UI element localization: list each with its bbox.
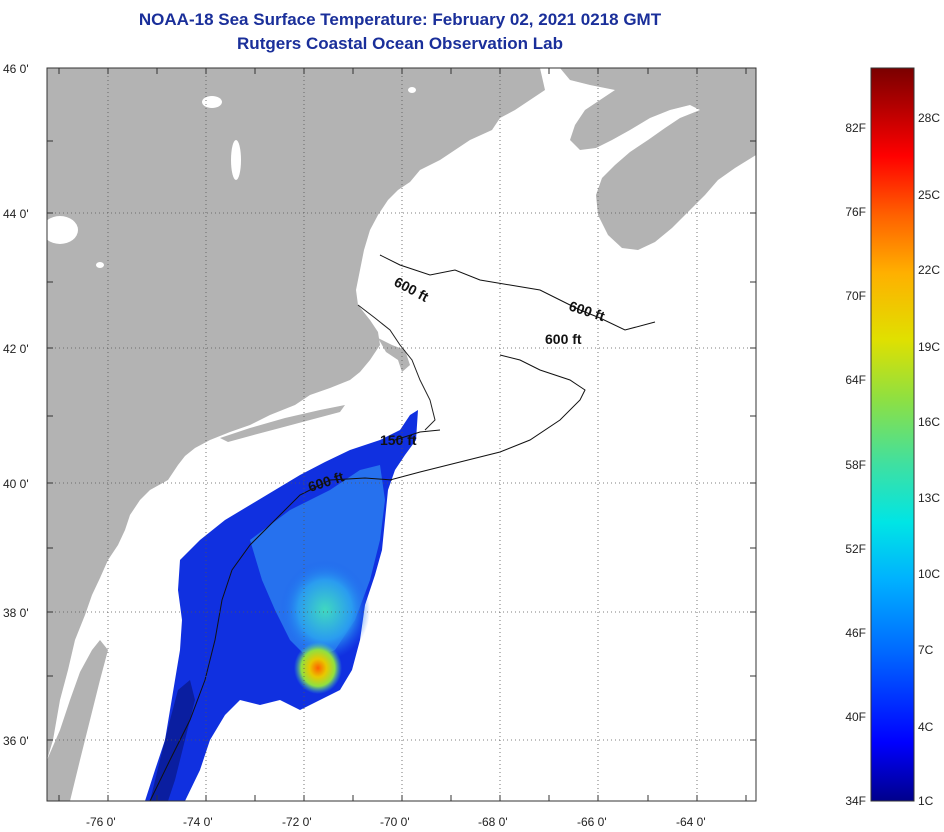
lake <box>408 87 416 93</box>
colorbar-label-f: 70F <box>845 289 866 303</box>
lon-label: -76 0' <box>86 815 116 829</box>
colorbar-label-f: 40F <box>845 710 866 724</box>
title-line-2: Rutgers Coastal Ocean Observation Lab <box>237 34 563 53</box>
lon-label: -64 0' <box>676 815 706 829</box>
axis-ticks <box>47 68 756 801</box>
colorbar-label-c: 13C <box>918 491 940 505</box>
colorbar-label-c: 10C <box>918 567 940 581</box>
colorbar-label-f: 52F <box>845 542 866 556</box>
colorbar-label-f: 82F <box>845 121 866 135</box>
land-long-island <box>220 405 345 442</box>
colorbar: 82F 76F 70F 64F 58F 52F 46F 40F 34F 28C 25C 22C 19C 1… <box>845 67 940 808</box>
colorbar-label-f: 46F <box>845 626 866 640</box>
lat-label: 40 0' <box>3 477 29 491</box>
colorbar-gradient <box>870 67 915 802</box>
lakes <box>42 87 416 268</box>
colorbar-label-c: 28C <box>918 111 940 125</box>
colorbar-label-c: 25C <box>918 188 940 202</box>
lon-label: -72 0' <box>282 815 312 829</box>
land-mainland <box>47 68 545 760</box>
lat-label: 46 0' <box>3 62 29 76</box>
coastline <box>357 304 436 431</box>
contour-600ft-shelf <box>389 354 586 481</box>
land-delmarva <box>47 640 108 801</box>
depth-contours <box>149 254 656 802</box>
lake <box>42 216 78 244</box>
colorbar-label-f: 58F <box>845 458 866 472</box>
contour-label: 150 ft <box>380 432 417 448</box>
land-cape-breton <box>720 95 756 140</box>
lon-label: -66 0' <box>577 815 607 829</box>
land-masses <box>47 68 756 801</box>
colorbar-label-c: 19C <box>918 340 940 354</box>
colorbar-label-c: 1C <box>918 794 934 808</box>
colorbar-label-c: 4C <box>918 720 934 734</box>
colorbar-label-f: 34F <box>845 794 866 808</box>
lon-label: -68 0' <box>478 815 508 829</box>
lon-label: -74 0' <box>183 815 213 829</box>
sst-warm-spot <box>294 642 342 694</box>
colorbar-label-f: 64F <box>845 373 866 387</box>
lon-label: -70 0' <box>380 815 410 829</box>
lat-label: 36 0' <box>3 734 29 748</box>
lake <box>96 262 104 268</box>
colorbar-label-c: 22C <box>918 263 940 277</box>
lat-label: 42 0' <box>3 342 29 356</box>
title-line-1: NOAA-18 Sea Surface Temperature: Februar… <box>138 10 662 29</box>
contour-600ft-gulf <box>379 254 656 331</box>
colorbar-label-f: 76F <box>845 205 866 219</box>
lat-label: 44 0' <box>3 207 29 221</box>
colorbar-label-c: 7C <box>918 643 934 657</box>
sst-cyan-region <box>280 560 370 660</box>
contour-600ft-slope <box>149 477 393 802</box>
colorbar-label-c: 16C <box>918 415 940 429</box>
contour-label: 600 ft <box>545 331 582 347</box>
coastline-overlay <box>357 304 436 431</box>
lake <box>231 140 241 180</box>
sst-coastal-strip <box>150 680 195 801</box>
contour-150ft <box>394 429 441 441</box>
lat-label: 38 0' <box>3 606 29 620</box>
sst-field <box>145 410 418 801</box>
lake <box>202 96 222 108</box>
land-cape-cod <box>378 338 410 372</box>
land-nova-scotia <box>560 68 756 250</box>
